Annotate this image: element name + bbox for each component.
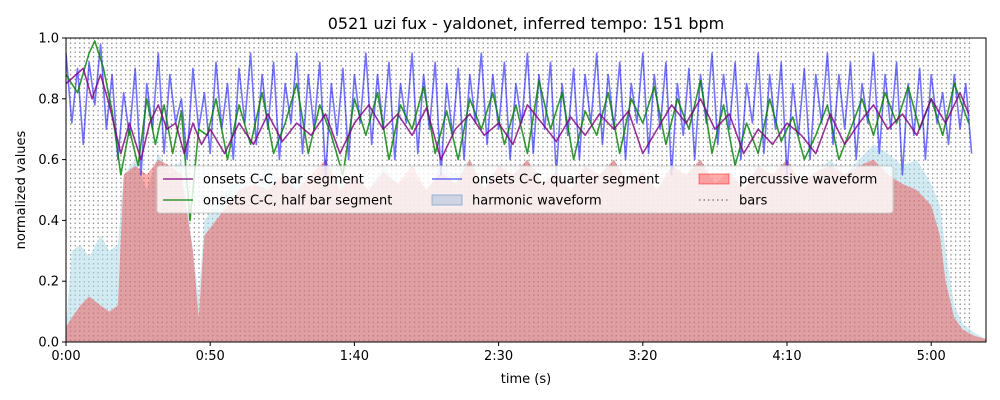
axes-frame (65, 37, 987, 343)
x-tick-label: 0:50 (196, 349, 225, 364)
legend-box (156, 165, 894, 214)
y-tick-label: 0.4 (38, 214, 59, 229)
y-tick-label: 1.0 (38, 32, 59, 47)
legend-swatch-harmonic-waveform (431, 194, 463, 206)
legend-label-harmonic-waveform: harmonic waveform (472, 194, 602, 209)
legend-label-percussive-waveform: percussive waveform (739, 173, 877, 188)
x-axis: 0:00 0:50 1:40 2:30 3:20 4:10 5:00 (51, 342, 946, 364)
x-tick-label: 4:10 (772, 349, 801, 364)
y-tick-label: 0.0 (38, 336, 59, 351)
y-axis-label: normalized values (14, 130, 29, 249)
legend-label-onsets-c-c-quarter-segment: onsets C-C, quarter segment (472, 173, 659, 188)
legend-swatch-percussive-waveform (698, 173, 730, 185)
y-tick-label: 0.6 (38, 153, 59, 168)
legend: onsets C-C, bar segment onsets C-C, half … (156, 165, 894, 214)
legend-label-onsets-c-c-bar-segment: onsets C-C, bar segment (203, 173, 364, 188)
y-tick-label: 0.8 (38, 92, 59, 107)
x-axis-label: time (s) (501, 372, 551, 387)
legend-label-bars: bars (739, 194, 768, 209)
x-tick-label: 0:00 (51, 349, 80, 364)
x-tick-label: 3:20 (628, 349, 657, 364)
y-axis: 0.0 0.2 0.4 0.6 0.8 1.0 (38, 32, 66, 351)
x-tick-label: 2:30 (484, 349, 513, 364)
x-tick-label: 5:00 (917, 349, 946, 364)
chart-title: 0521 uzi fux - yaldonet, inferred tempo:… (328, 14, 724, 33)
legend-label-onsets-c-c-half-bar-segment: onsets C-C, half bar segment (203, 194, 392, 209)
y-tick-label: 0.2 (38, 275, 59, 290)
quarter-segment-line (66, 43, 973, 176)
bar-segment-line (66, 67, 970, 161)
x-tick-label: 1:40 (340, 349, 369, 364)
